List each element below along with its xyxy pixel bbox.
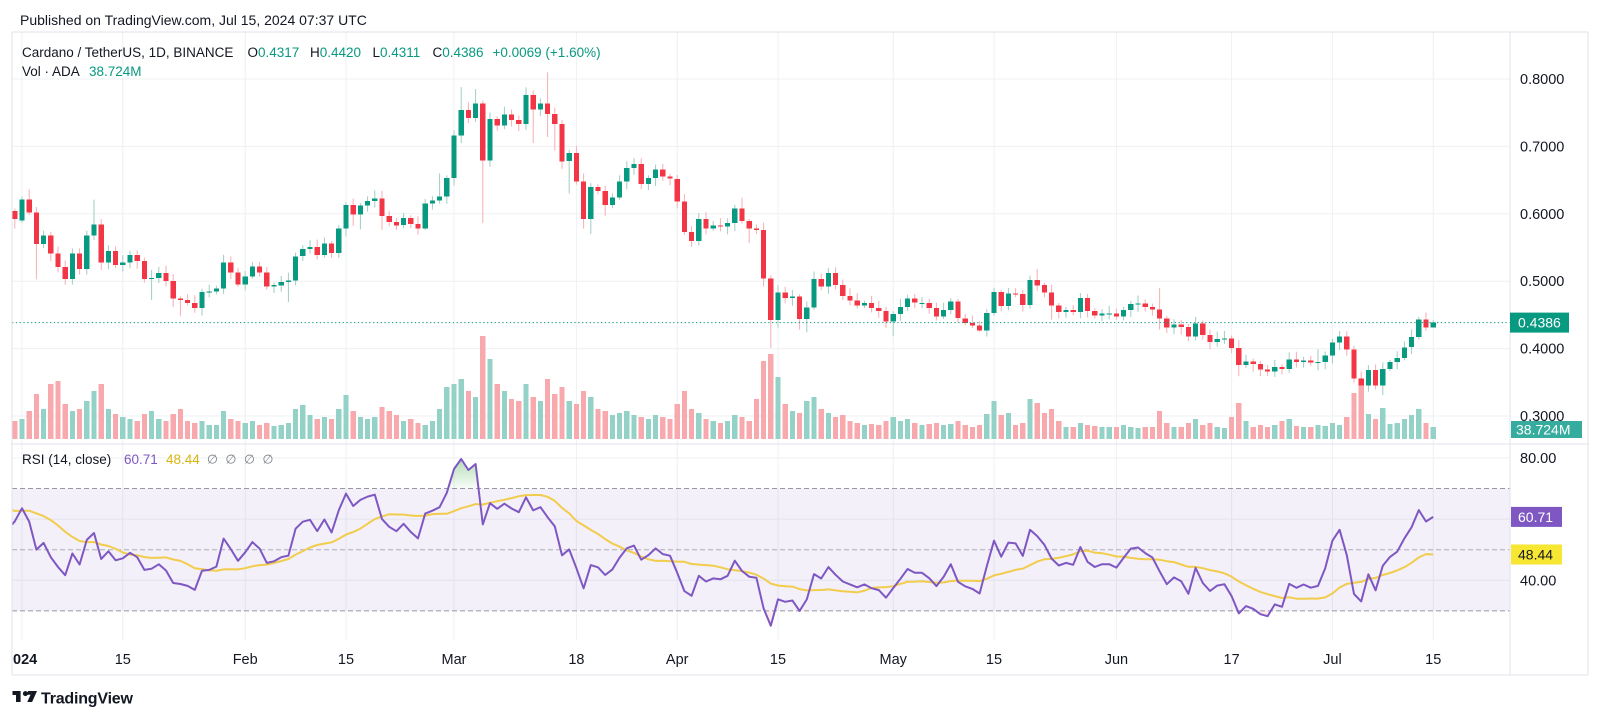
svg-text:48.44: 48.44	[1518, 547, 1553, 563]
svg-text:Jul: Jul	[1323, 652, 1342, 668]
svg-text:∅: ∅	[244, 453, 255, 467]
svg-text:15: 15	[770, 652, 786, 668]
svg-text:024: 024	[13, 652, 37, 668]
svg-text:C0.4386: C0.4386	[433, 45, 484, 60]
svg-text:L0.4311: L0.4311	[373, 45, 421, 60]
svg-text:∅: ∅	[263, 453, 274, 467]
svg-text:38.724M: 38.724M	[1516, 422, 1570, 438]
svg-text:Jun: Jun	[1105, 652, 1128, 668]
svg-text:0.5000: 0.5000	[1520, 274, 1564, 290]
svg-text:48.44: 48.44	[166, 452, 200, 467]
svg-text:0.4000: 0.4000	[1520, 342, 1564, 358]
svg-text:Mar: Mar	[442, 652, 467, 668]
svg-text:80.00: 80.00	[1520, 451, 1556, 467]
svg-text:Published on TradingView.com,: Published on TradingView.com, Jul 15, 20…	[20, 12, 367, 28]
svg-text:0.7000: 0.7000	[1520, 139, 1564, 155]
svg-text:18: 18	[568, 652, 584, 668]
svg-text:TradingView: TradingView	[41, 691, 134, 708]
svg-text:60.71: 60.71	[124, 452, 158, 467]
svg-text:0.8000: 0.8000	[1520, 72, 1564, 88]
svg-text:RSI (14, close): RSI (14, close)	[22, 452, 111, 467]
svg-text:40.00: 40.00	[1520, 573, 1556, 589]
svg-text:Vol · ADA: Vol · ADA	[22, 64, 80, 79]
svg-text:38.724M: 38.724M	[89, 64, 142, 79]
svg-text:0.4386: 0.4386	[1518, 315, 1561, 331]
svg-text:15: 15	[338, 652, 354, 668]
svg-text:O0.4317: O0.4317	[248, 45, 300, 60]
svg-text:15: 15	[115, 652, 131, 668]
svg-text:60.71: 60.71	[1518, 509, 1553, 525]
svg-text:∅: ∅	[226, 453, 237, 467]
svg-text:H0.4420: H0.4420	[310, 45, 361, 60]
svg-text:Cardano / TetherUS, 1D, BINANC: Cardano / TetherUS, 1D, BINANCE	[22, 45, 233, 60]
svg-text:+0.0069 (+1.60%): +0.0069 (+1.60%)	[493, 45, 601, 60]
svg-text:15: 15	[1425, 652, 1441, 668]
svg-text:15: 15	[986, 652, 1002, 668]
svg-text:Feb: Feb	[233, 652, 258, 668]
svg-text:Apr: Apr	[666, 652, 689, 668]
svg-text:17: 17	[1224, 652, 1240, 668]
svg-text:∅: ∅	[207, 453, 218, 467]
svg-text:0.6000: 0.6000	[1520, 207, 1564, 223]
svg-text:May: May	[879, 652, 907, 668]
